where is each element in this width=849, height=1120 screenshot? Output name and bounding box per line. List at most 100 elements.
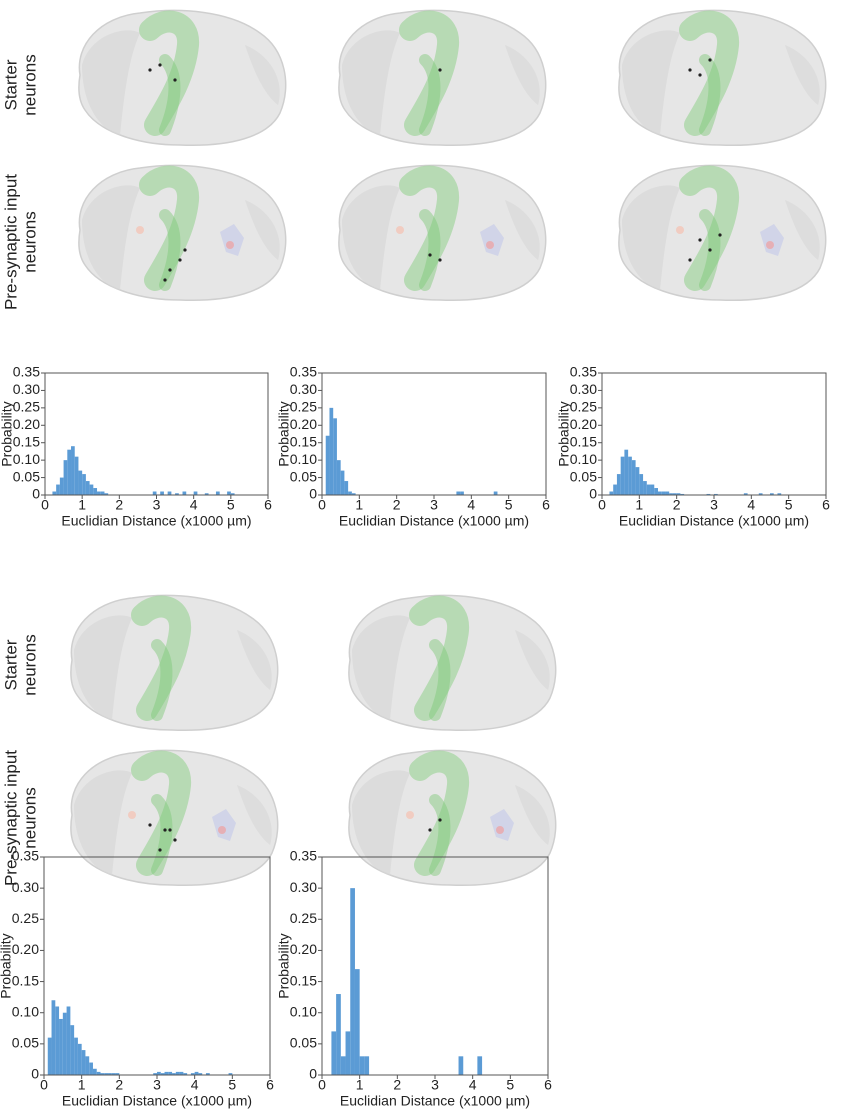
x-tick-label: 5 (227, 497, 235, 513)
bar (636, 467, 640, 495)
y-tick-label: 0.35 (290, 364, 317, 380)
cell-dot (183, 248, 186, 251)
bar (355, 969, 360, 1075)
y-tick-label: 0.05 (290, 468, 317, 484)
y-tick-label: 0.10 (12, 1003, 39, 1019)
x-tick-label: 5 (228, 1077, 236, 1093)
x-tick-label: 2 (115, 1077, 123, 1093)
x-tick-label: 5 (506, 1077, 514, 1093)
bar (460, 492, 464, 495)
figure: StarterneuronsPre-synaptic inputneuronsS… (0, 0, 849, 1115)
bar (329, 408, 333, 495)
cell-dot (148, 823, 151, 826)
brain-presynaptic (619, 165, 826, 300)
x-tick-label: 1 (78, 1077, 86, 1093)
bar (632, 460, 636, 495)
x-tick-label: 6 (544, 1077, 552, 1093)
x-tick-label: 6 (266, 1077, 274, 1093)
histogram-chart: 012345600.050.100.150.200.250.300.35Eucl… (0, 364, 272, 529)
row-label-presynaptic: Pre-synaptic inputneurons (2, 750, 40, 886)
page: StarterneuronsPre-synaptic inputneuronsS… (0, 0, 849, 1120)
cell-dot (698, 73, 701, 76)
y-axis-label: Probability (0, 401, 15, 466)
y-axis-label: Probability (276, 401, 292, 466)
bar (643, 481, 647, 495)
x-tick-label: 3 (710, 497, 718, 513)
x-tick-label: 4 (467, 497, 475, 513)
x-tick-label: 5 (785, 497, 793, 513)
bar (658, 492, 662, 495)
bar (86, 481, 90, 495)
bar (346, 1031, 351, 1075)
x-tick-label: 2 (115, 497, 123, 513)
x-axis-label: Euclidian Distance (x1000 µm) (619, 513, 809, 529)
y-tick-label: 0.25 (12, 910, 39, 926)
bar (70, 1025, 74, 1075)
bar (85, 1056, 89, 1075)
bar (168, 492, 172, 495)
bar (341, 1056, 346, 1075)
bar (344, 481, 348, 495)
bar (74, 1038, 78, 1075)
bar (341, 471, 345, 495)
cell-dot (163, 828, 166, 831)
x-tick-label: 2 (393, 497, 401, 513)
bar (153, 492, 157, 495)
x-tick-label: 3 (153, 1077, 161, 1093)
y-tick-label: 0.10 (13, 451, 40, 467)
bar (48, 1038, 52, 1075)
x-tick-label: 1 (356, 1077, 364, 1093)
x-axis-label: Euclidian Distance (x1000 µm) (61, 513, 251, 529)
x-tick-label: 0 (318, 1077, 326, 1093)
x-tick-label: 3 (153, 497, 161, 513)
charts: 012345600.050.100.150.200.250.300.35Eucl… (0, 364, 830, 1109)
cell-dot (173, 78, 176, 81)
y-tick-label: 0 (309, 486, 317, 502)
y-tick-label: 0.05 (12, 1035, 39, 1051)
y-tick-label: 0.20 (13, 416, 40, 432)
x-tick-label: 6 (542, 497, 550, 513)
x-tick-label: 3 (430, 497, 438, 513)
x-tick-label: 0 (598, 497, 606, 513)
brain-presynaptic (349, 750, 556, 885)
x-tick-label: 1 (635, 497, 643, 513)
y-tick-label: 0.20 (290, 941, 317, 957)
cell-dot (708, 58, 711, 61)
bar (336, 994, 341, 1075)
cell-dot (168, 268, 171, 271)
cell-dot (178, 258, 181, 261)
bar (75, 457, 79, 495)
row-label-presynaptic: Pre-synaptic inputneurons (2, 174, 40, 310)
bar (82, 474, 86, 495)
x-tick-label: 4 (469, 1077, 477, 1093)
x-tick-label: 1 (355, 497, 363, 513)
bar (97, 492, 101, 495)
cell-dot (158, 848, 161, 851)
cell-dot (688, 68, 691, 71)
x-tick-label: 4 (747, 497, 755, 513)
bar (160, 492, 164, 495)
cell-dot (718, 233, 721, 236)
bar (67, 450, 71, 495)
x-tick-label: 1 (78, 497, 86, 513)
brain-presynaptic (339, 165, 546, 300)
bar (60, 478, 64, 495)
x-tick-label: 0 (318, 497, 326, 513)
bar (647, 485, 651, 495)
bar (89, 1063, 93, 1075)
x-tick-label: 2 (673, 497, 681, 513)
x-tick-label: 0 (41, 497, 49, 513)
x-axis-label: Euclidian Distance (x1000 µm) (340, 1093, 530, 1109)
bar (52, 1000, 56, 1075)
y-tick-label: 0.05 (570, 468, 597, 484)
brain-starter (339, 10, 546, 145)
x-tick-label: 3 (431, 1077, 439, 1093)
bar (651, 485, 655, 495)
cell-dot (688, 258, 691, 261)
y-tick-label: 0.15 (13, 433, 40, 449)
x-tick-label: 6 (264, 497, 272, 513)
y-tick-label: 0.25 (290, 399, 317, 415)
bar (71, 446, 75, 495)
row-label-starter: Starterneurons (2, 54, 40, 115)
